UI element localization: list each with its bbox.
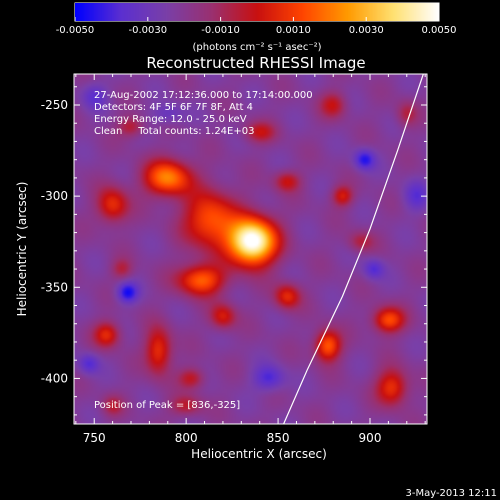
colorbar-ramp	[75, 3, 439, 21]
peak-position-label: Position of Peak = [836,-325]	[94, 400, 240, 411]
heatmap-image	[74, 74, 427, 424]
annotation-clean: Clean Total counts: 1.24E+03	[94, 126, 254, 137]
plot-frame	[73, 73, 428, 425]
colorbar-tick-label: -0.0030	[128, 25, 167, 36]
x-tick-label: 900	[359, 431, 382, 445]
y-tick-label: -350	[41, 280, 68, 294]
colorbar-ticks: -0.0050 -0.0030 -0.0010 0.0010 0.0030 0.0050	[56, 17, 457, 36]
y-tick-label: -250	[41, 98, 68, 112]
colorbar: -0.0050 -0.0030 -0.0010 0.0010 0.0030 0.0050 …	[56, 2, 457, 53]
annotation-energy: Energy Range: 12.0 - 25.0 keV	[94, 114, 247, 125]
y-tick-label: -300	[41, 189, 68, 203]
axis-ticks: 750 800 850 900 -250 -300 -350 -400	[41, 74, 427, 445]
colorbar-tick-label: 0.0030	[349, 25, 384, 36]
annotation-time: 27-Aug-2002 17:12:36.000 to 17:14:00.000	[94, 90, 313, 101]
footer-date: 3-May-2013 12:11	[405, 488, 497, 499]
colorbar-tick-label: 0.0050	[422, 25, 457, 36]
solar-limb-curve	[283, 74, 424, 424]
colorbar-unit-label: (photons cm⁻² s⁻¹ asec⁻²)	[192, 42, 321, 53]
colorbar-tick-label: 0.0010	[276, 25, 311, 36]
y-tick-label: -400	[41, 371, 68, 385]
x-tick-label: 750	[83, 431, 106, 445]
plot-area: 750 800 850 900 -250 -300 -350 -400	[41, 73, 428, 445]
x-tick-label: 800	[175, 431, 198, 445]
info-annotations: 27-Aug-2002 17:12:36.000 to 17:14:00.000…	[94, 90, 313, 411]
colorbar-tick-label: -0.0010	[201, 25, 240, 36]
x-tick-label: 850	[267, 431, 290, 445]
annotation-detectors: Detectors: 4F 5F 6F 7F 8F, Att 4	[94, 102, 253, 113]
y-axis-label: Heliocentric Y (arcsec)	[15, 182, 29, 317]
colorbar-tick-label: -0.0050	[56, 25, 95, 36]
x-axis-label: Heliocentric X (arcsec)	[191, 447, 327, 461]
chart-title: Reconstructed RHESSI Image	[146, 54, 365, 72]
